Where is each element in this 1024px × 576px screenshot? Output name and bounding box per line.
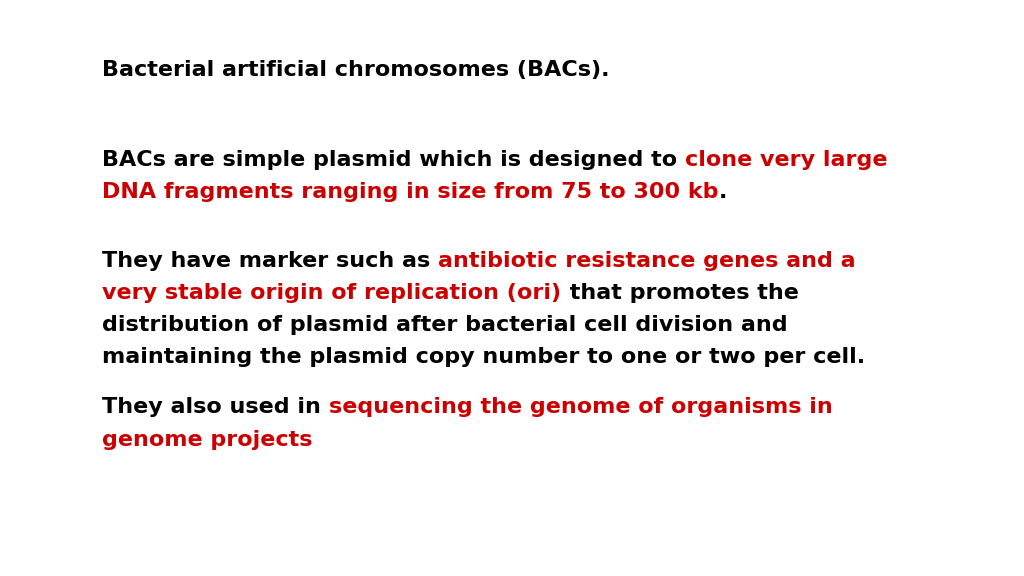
Text: maintaining the plasmid copy number to one or two per cell.: maintaining the plasmid copy number to o… — [102, 347, 865, 367]
Text: BACs are simple plasmid which is designed to: BACs are simple plasmid which is designe… — [102, 150, 685, 170]
Text: very stable origin of replication (ori): very stable origin of replication (ori) — [102, 283, 561, 303]
Text: antibiotic resistance genes and a: antibiotic resistance genes and a — [438, 251, 856, 271]
Text: genome projects: genome projects — [102, 430, 313, 450]
Text: sequencing the genome of organisms in: sequencing the genome of organisms in — [329, 397, 833, 418]
Text: Bacterial artificial chromosomes (BACs).: Bacterial artificial chromosomes (BACs). — [102, 60, 610, 81]
Text: They also used in: They also used in — [102, 397, 329, 418]
Text: that promotes the: that promotes the — [561, 283, 799, 303]
Text: distribution of plasmid after bacterial cell division and: distribution of plasmid after bacterial … — [102, 315, 788, 335]
Text: They have marker such as: They have marker such as — [102, 251, 438, 271]
Text: DNA fragments ranging in size from 75 to 300 kb: DNA fragments ranging in size from 75 to… — [102, 182, 719, 202]
Text: .: . — [719, 182, 727, 202]
Text: clone very large: clone very large — [685, 150, 888, 170]
